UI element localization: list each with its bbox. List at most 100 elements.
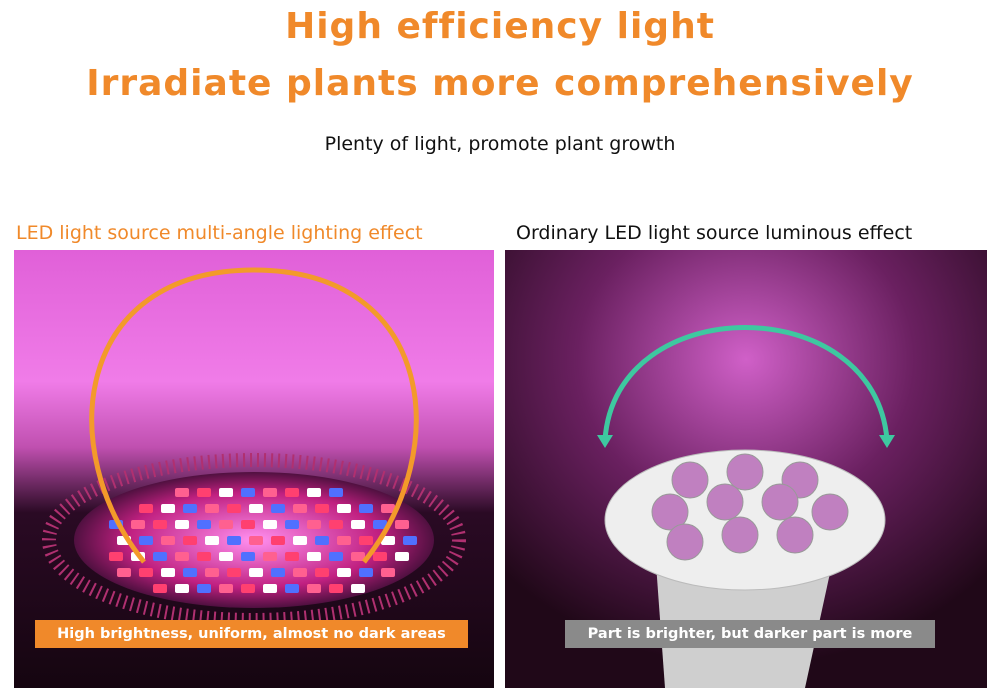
led-chip — [153, 584, 167, 593]
led-chip — [263, 520, 277, 529]
panel-heading: Ordinary LED light source luminous effec… — [516, 222, 913, 244]
led-chip — [197, 552, 211, 561]
led-chip — [381, 536, 395, 545]
led-chip — [337, 504, 351, 513]
caption: High brightness, uniform, almost no dark… — [35, 620, 468, 648]
led-chip — [329, 520, 343, 529]
caption: Part is brighter, but darker part is mor… — [565, 620, 935, 648]
led-chip — [197, 584, 211, 593]
led-chip — [315, 504, 329, 513]
led-chip — [227, 504, 241, 513]
title-line: High efficiency light — [285, 6, 715, 47]
led-chip — [271, 504, 285, 513]
led-chip — [117, 568, 131, 577]
led-chip — [263, 552, 277, 561]
led-chip — [197, 488, 211, 497]
led-chip — [263, 488, 277, 497]
led-chip — [285, 584, 299, 593]
led-chip — [359, 504, 373, 513]
light-arc — [602, 325, 890, 441]
led-chip — [183, 536, 197, 545]
led-photo — [14, 250, 494, 688]
led-chip — [285, 552, 299, 561]
led-chip — [351, 520, 365, 529]
led-chip — [175, 520, 189, 529]
led-hole — [811, 493, 849, 531]
led-chip — [329, 584, 343, 593]
led-chip — [381, 568, 395, 577]
led-chip — [307, 488, 321, 497]
led-chip — [139, 536, 153, 545]
led-chip — [153, 520, 167, 529]
led-chip — [183, 504, 197, 513]
title-line: Irradiate plants more comprehensively — [86, 63, 914, 104]
led-chip — [381, 504, 395, 513]
led-chip — [359, 568, 373, 577]
led-chip — [403, 536, 417, 545]
led-chip — [351, 584, 365, 593]
led-chip — [337, 536, 351, 545]
led-chip — [293, 536, 307, 545]
led-chip — [139, 568, 153, 577]
led-chip — [227, 536, 241, 545]
led-chip — [351, 552, 365, 561]
led-chip — [131, 520, 145, 529]
led-hole — [671, 461, 709, 499]
led-chip — [395, 552, 409, 561]
led-chip — [249, 504, 263, 513]
led-chip — [285, 520, 299, 529]
led-chip — [241, 584, 255, 593]
led-chip — [307, 552, 321, 561]
led-chip — [315, 568, 329, 577]
led-chip — [315, 536, 329, 545]
ordinary-photo — [505, 250, 987, 688]
led-chip — [249, 568, 263, 577]
led-chip — [395, 520, 409, 529]
led-chip — [161, 536, 175, 545]
panel-heading: LED light source multi-angle lighting ef… — [16, 222, 423, 244]
led-chip — [109, 552, 123, 561]
led-chip — [205, 568, 219, 577]
led-hole — [721, 516, 759, 554]
led-chip — [161, 504, 175, 513]
led-hole — [706, 483, 744, 521]
led-chip — [329, 552, 343, 561]
led-chip — [373, 552, 387, 561]
led-chip — [249, 536, 263, 545]
led-chip — [271, 568, 285, 577]
led-chip — [219, 552, 233, 561]
light-arc — [89, 267, 419, 564]
led-chip — [263, 584, 277, 593]
led-chip — [293, 504, 307, 513]
led-chip — [219, 488, 233, 497]
led-hole — [776, 516, 814, 554]
led-chip — [197, 520, 211, 529]
led-hole — [761, 483, 799, 521]
led-chip — [183, 568, 197, 577]
led-hole — [666, 523, 704, 561]
led-holes — [651, 453, 849, 561]
led-chip — [205, 504, 219, 513]
led-chip — [241, 552, 255, 561]
led-chip — [359, 536, 373, 545]
fins — [42, 453, 466, 627]
led-chip — [293, 568, 307, 577]
led-hole — [726, 453, 764, 491]
led-chip — [219, 584, 233, 593]
led-chip — [175, 584, 189, 593]
led-chip — [285, 488, 299, 497]
led-chips — [109, 488, 417, 593]
led-chip — [271, 536, 285, 545]
led-chip — [373, 520, 387, 529]
background — [14, 250, 494, 688]
led-chip — [161, 568, 175, 577]
led-chip — [307, 520, 321, 529]
led-chip — [139, 504, 153, 513]
led-chip — [219, 520, 233, 529]
led-chip — [241, 520, 255, 529]
subtitle: Plenty of light, promote plant growth — [324, 133, 676, 155]
led-chip — [175, 488, 189, 497]
led-chip — [205, 536, 219, 545]
led-chip — [241, 488, 255, 497]
